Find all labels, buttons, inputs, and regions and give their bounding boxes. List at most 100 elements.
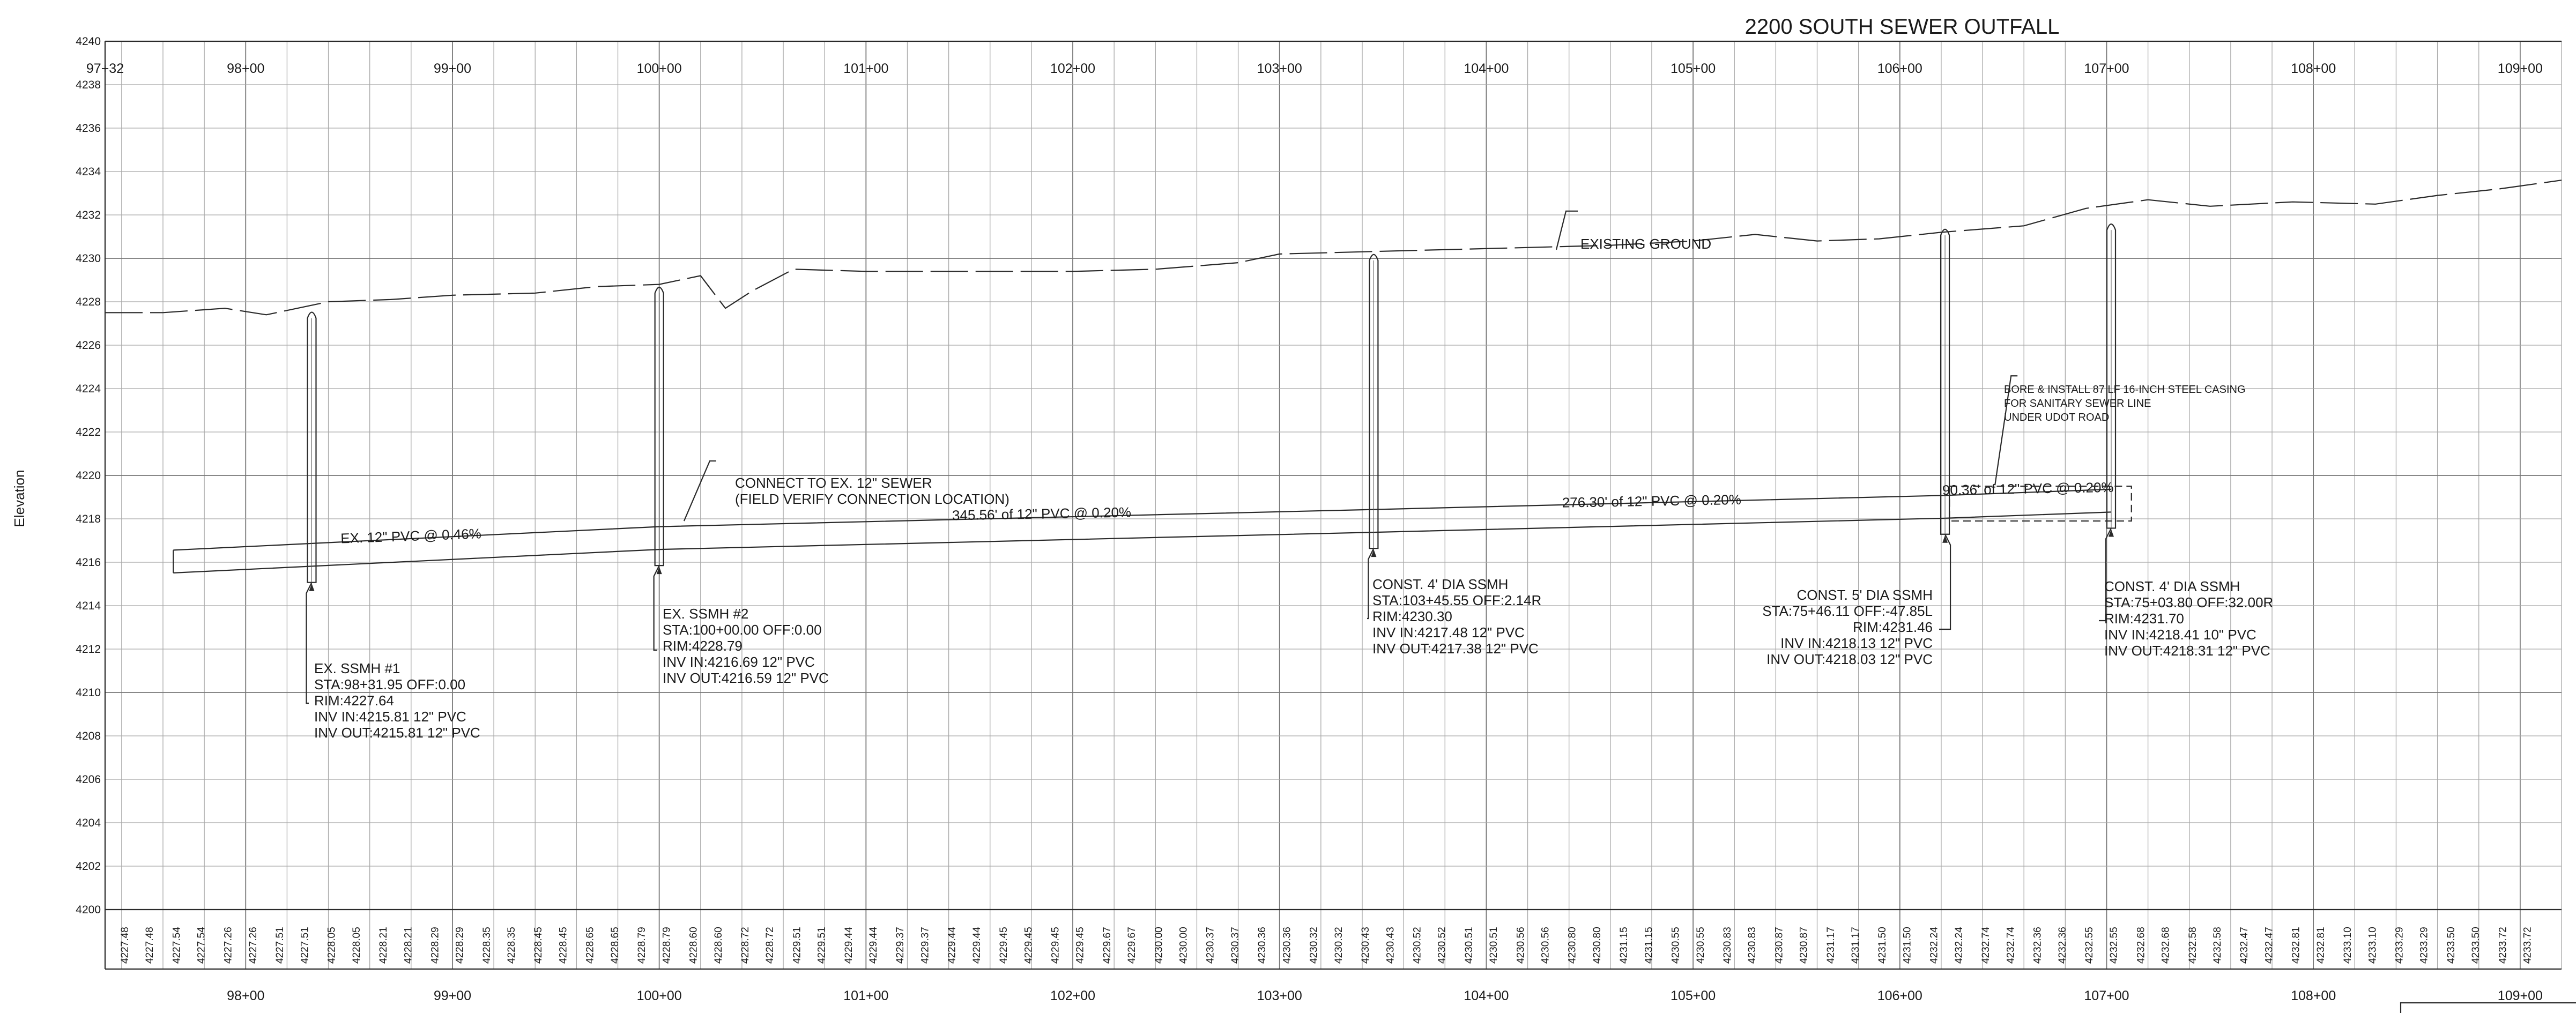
manhole-title: CONST. 5' DIA SSMH — [1797, 587, 1933, 603]
ground-elevation-label: 4231.50 — [1877, 927, 1888, 964]
manhole-structure — [2106, 224, 2117, 529]
elevation-tick-label: 4220 — [76, 470, 101, 482]
elevation-tick-label: 4222 — [76, 426, 101, 438]
elevation-tick-label: 4230 — [76, 252, 101, 265]
ground-elevation-label: 4231.17 — [1850, 927, 1861, 964]
ground-elevation-label: 4229.45 — [998, 927, 1009, 964]
ground-elevation-label: 4230.32 — [1309, 927, 1320, 964]
ground-elevation-label: 4230.52 — [1437, 927, 1448, 964]
ground-elevation-label: 4228.29 — [455, 927, 466, 964]
ground-elevation-label: 4230.36 — [1257, 927, 1268, 964]
manhole-info: INV IN:4215.81 12" PVC — [314, 709, 466, 725]
elevation-tick-label: 4238 — [76, 79, 101, 91]
ground-elevation-label: 4229.37 — [919, 927, 931, 964]
drawing-title: 2200 SOUTH SEWER OUTFALL — [1745, 15, 2060, 39]
ground-elevation-label: 4227.54 — [196, 927, 207, 964]
top-station-label: 109+00 — [2498, 61, 2543, 76]
leader-arrow — [1371, 549, 1377, 557]
elevation-tick-label: 4218 — [76, 513, 101, 525]
top-station-label: 107+00 — [2084, 61, 2129, 76]
ground-elevation-label: 4230.56 — [1515, 927, 1526, 964]
ground-elevation-label: 4232.36 — [2057, 927, 2068, 964]
ground-elevation-label: 4230.56 — [1540, 927, 1551, 964]
elevation-tick-label: 4214 — [76, 600, 101, 612]
ground-elevation-label: 4230.83 — [1747, 927, 1758, 964]
ground-elevation-label: 4229.67 — [1126, 927, 1138, 964]
elevation-tick-label: 4200 — [76, 904, 101, 916]
pipe-label: 276.30' of 12" PVC @ 0.20% — [1562, 491, 1741, 511]
title-block-corner — [2400, 1002, 2576, 1013]
station-labels: 97+32 98+00 99+00 100+00 101+00 102+00 103+00 1… — [86, 61, 2543, 1003]
ground-elevation-label: 4230.51 — [1488, 927, 1499, 964]
manhole-info: STA:75+03.80 OFF:32.00R — [2104, 594, 2273, 610]
ground-elevation-label: 4227.48 — [120, 927, 131, 964]
ground-leader — [1555, 210, 1578, 250]
bore-note: UNDER UDOT ROAD — [2004, 412, 2109, 423]
ground-elevation-label: 4232.81 — [2315, 927, 2327, 964]
ground-elevation-label: 4232.47 — [2239, 927, 2250, 964]
ground-elevation-label: 4230.37 — [1205, 927, 1216, 964]
bottom-station-label: 100+00 — [637, 988, 682, 1003]
ground-elevation-label: 4227.51 — [299, 927, 310, 964]
ground-elevation-label: 4231.15 — [1619, 927, 1630, 964]
top-station-label: 103+00 — [1257, 61, 1302, 76]
existing-ground-line — [105, 180, 2562, 316]
manhole-info: STA:103+45.55 OFF:2.14R — [1372, 592, 1541, 608]
ground-elevation-label: 4229.44 — [947, 927, 958, 964]
bore-leader — [1994, 375, 2018, 486]
existing-ground-profile — [105, 180, 2562, 316]
ground-elevation-label: 4230.55 — [1671, 927, 1682, 964]
ground-elevation-label: 4229.45 — [1023, 927, 1034, 964]
manhole-info: INV OUT:4218.03 12" PVC — [1766, 651, 1933, 667]
manhole-title: CONST. 4' DIA SSMH — [2104, 578, 2240, 594]
ground-elevation-label: 4231.17 — [1825, 927, 1837, 964]
elevation-tick-label: 4234 — [76, 166, 101, 178]
manhole-info: RIM:4231.46 — [1853, 619, 1933, 635]
ground-elevation-label: 4230.87 — [1799, 927, 1810, 964]
manhole-leader — [2099, 527, 2112, 622]
annotations: EXISTING GROUND CONNECT TO EX. 12" SEWER(… — [683, 210, 2246, 522]
ground-elevation-label: 4232.24 — [1954, 927, 1965, 964]
ground-elevation-label: 4230.83 — [1722, 927, 1733, 964]
ground-elevation-label: 4232.74 — [2005, 927, 2016, 964]
leader-arrow — [656, 567, 662, 575]
manhole-info: RIM:4231.70 — [2104, 610, 2184, 627]
elevation-tick-label: 4212 — [76, 643, 101, 656]
manhole-structure — [654, 286, 664, 567]
ground-elevation-label: 4232.55 — [2109, 927, 2120, 964]
manhole-info: INV OUT:4215.81 12" PVC — [314, 725, 480, 741]
bore-note: BORE & INSTALL 87 LF 16-INCH STEEL CASIN… — [2004, 384, 2246, 396]
elevation-tick-label: 4206 — [76, 773, 101, 786]
ground-elevation-label: 4228.79 — [661, 927, 672, 964]
ground-elevation-label: 4228.21 — [378, 927, 389, 964]
top-station-label: 102+00 — [1050, 61, 1095, 76]
manhole-info: INV IN:4216.69 12" PVC — [663, 654, 815, 670]
ground-elevation-label: 4228.72 — [740, 927, 751, 964]
pipe-label: 90.36' of 12" PVC @ 0.20% — [1942, 479, 2114, 498]
bottom-station-label: 101+00 — [843, 988, 888, 1003]
ground-elevation-label: 4228.35 — [481, 927, 493, 964]
ground-elevation-label: 4228.60 — [713, 927, 724, 964]
bottom-station-label: 103+00 — [1257, 988, 1302, 1003]
pipe-runs: EX. 12" PVC @ 0.46% 345.56' of 12" PVC @ … — [173, 479, 2114, 573]
elevation-tick-label: 4236 — [76, 122, 101, 135]
ground-elevation-label: 4233.10 — [2367, 927, 2378, 964]
pipe-label: EX. 12" PVC @ 0.46% — [340, 525, 481, 546]
ground-elevation-label: 4230.43 — [1360, 927, 1371, 964]
bottom-station-label: 102+00 — [1050, 988, 1095, 1003]
ground-elevation-label: 4228.60 — [688, 927, 700, 964]
manhole-info: RIM:4228.79 — [663, 638, 743, 654]
ground-elevation-label: 4231.15 — [1643, 927, 1654, 964]
ground-elevation-label: 4232.81 — [2291, 927, 2302, 964]
bottom-station-label: 104+00 — [1464, 988, 1509, 1003]
ground-elevation-label: 4230.87 — [1773, 927, 1785, 964]
elevation-axis-label: Elevation — [11, 470, 27, 527]
elevation-tick-labels: 4240 4238 4236 4234 4232 4230 4228 4226 4224 4222… — [76, 35, 101, 916]
manhole-structure — [307, 311, 317, 583]
ground-elevation-label: 4233.29 — [2394, 927, 2405, 964]
profile-grid — [104, 40, 2562, 970]
ground-elevation-label: 4230.80 — [1567, 927, 1578, 964]
ground-elevation-label: 4230.55 — [1695, 927, 1706, 964]
manhole-info: INV OUT:4218.31 12" PVC — [2104, 643, 2270, 659]
ground-elevation-label: 4228.79 — [636, 927, 648, 964]
